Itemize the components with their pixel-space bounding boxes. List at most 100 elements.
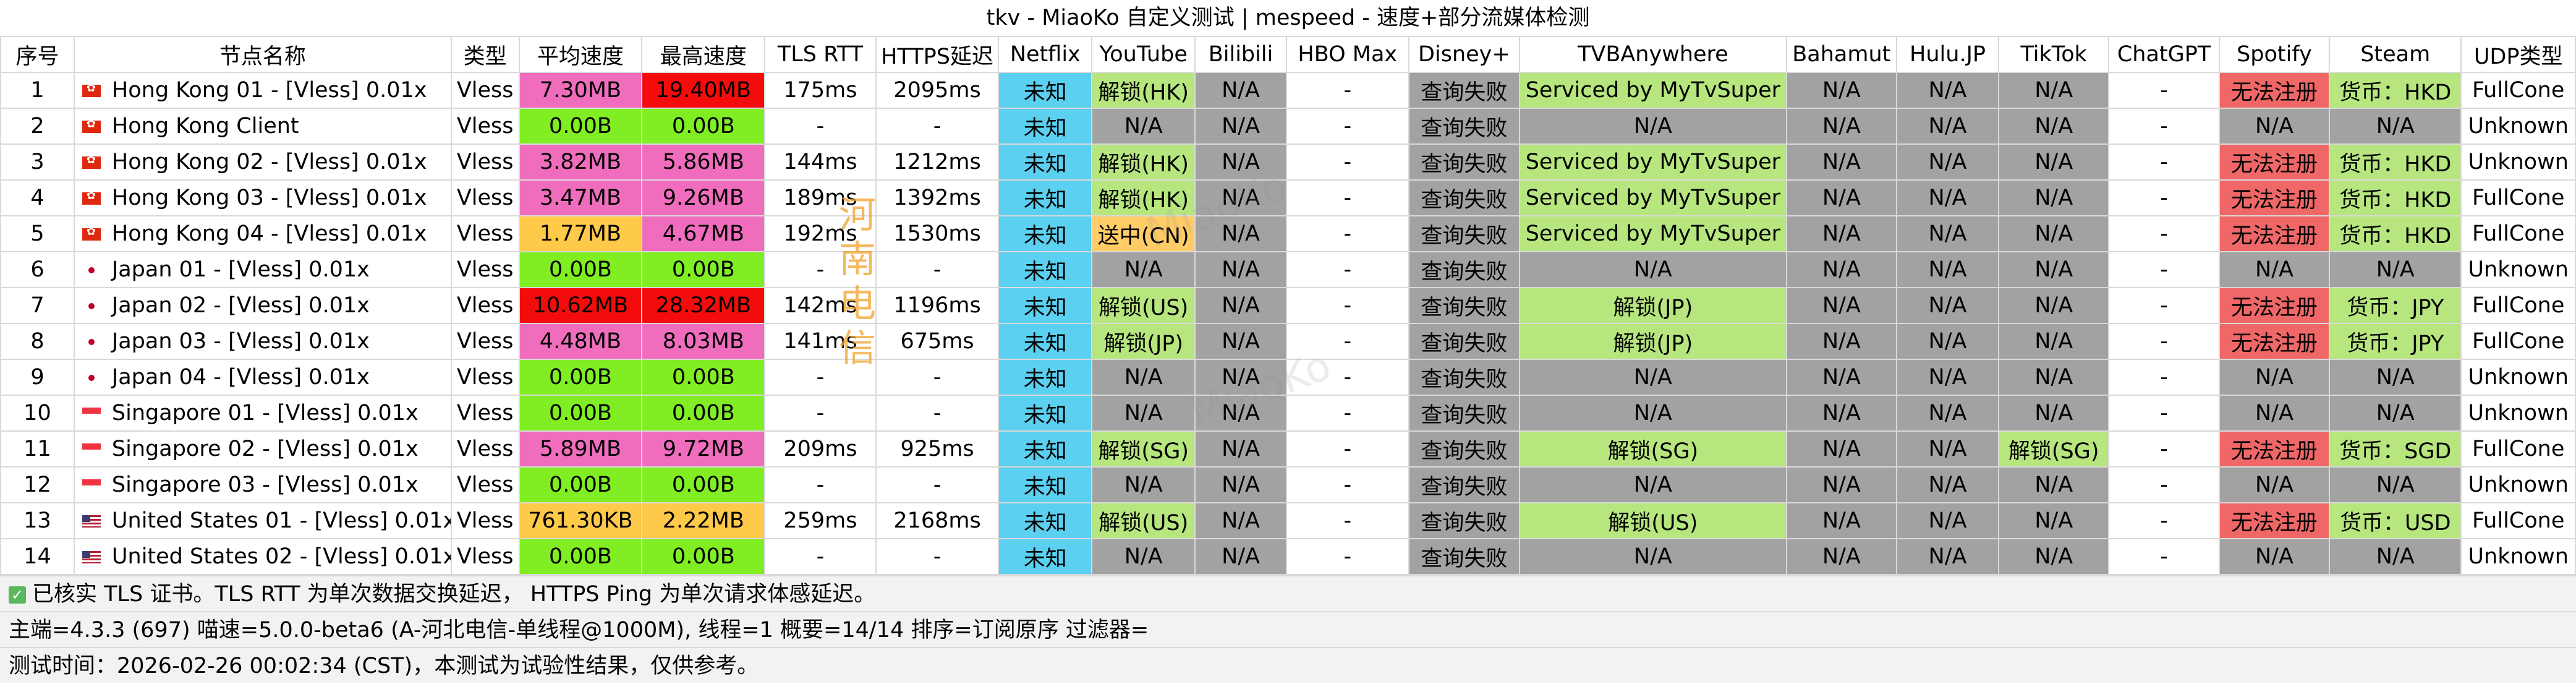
cell-node-name: Hong Kong 03 - [Vless] 0.01x [73, 179, 452, 216]
table-row: 13 United States 01 - [Vless] 0.01x Vless 7… [0, 502, 2576, 539]
cell-max-speed: 0.00B [641, 359, 766, 396]
cell-chatgpt: - [2108, 108, 2220, 145]
column-header-hulu-jp: Hulu.JP [1895, 36, 2000, 73]
cell-bilibili: N/A [1194, 359, 1287, 396]
column-header-udp-type: UDP类型 [2460, 36, 2576, 73]
cell-hbo-max: - [1285, 359, 1409, 396]
cell-disney: 查询失败 [1408, 251, 1521, 288]
cell-hbo-max: - [1285, 323, 1409, 360]
cell-spotify: 无法注册 [2218, 72, 2331, 109]
cell-netflix: 未知 [998, 108, 1093, 145]
cell-steam: 货币：SGD [2329, 430, 2462, 468]
cell-tiktok: N/A [1998, 179, 2110, 216]
table-row: 8 Japan 03 - [Vless] 0.01x Vless 4.48MB 8.03… [0, 323, 2576, 360]
cell-type: Vless [450, 466, 520, 503]
node-name-text: Japan 04 - [Vless] 0.01x [111, 365, 370, 390]
cell-chatgpt: - [2108, 395, 2220, 432]
cell-udp-type: FullCone [2460, 430, 2576, 468]
cell-node-name: Japan 01 - [Vless] 0.01x [73, 251, 452, 288]
cell-max-speed: 4.67MB [641, 215, 766, 252]
cell-tls-rtt: - [764, 466, 877, 503]
cell-node-name: Hong Kong 02 - [Vless] 0.01x [73, 143, 452, 181]
cell-hbo-max: - [1285, 179, 1409, 216]
cell-udp-type: Unknown [2460, 359, 2576, 396]
cell-https-latency: 1392ms [875, 179, 1000, 216]
cell-type: Vless [450, 251, 520, 288]
cell-youtube: 送中(CN) [1091, 215, 1196, 252]
flag-hk-icon [82, 118, 101, 133]
cell-max-speed: 0.00B [641, 251, 766, 288]
table-row: 12 Singapore 03 - [Vless] 0.01x Vless 0.00B… [0, 466, 2576, 503]
column-header-avg-speed: 平均速度 [518, 36, 643, 73]
cell-tvbanywhere: N/A [1519, 108, 1787, 145]
cell-node-name: Singapore 03 - [Vless] 0.01x [73, 466, 452, 503]
cell-youtube: 解锁(HK) [1091, 179, 1196, 216]
node-name-text: Japan 02 - [Vless] 0.01x [111, 293, 370, 318]
cell-bilibili: N/A [1194, 108, 1287, 145]
cell-tls-rtt: - [764, 359, 877, 396]
cell-type: Vless [450, 395, 520, 432]
cell-hbo-max: - [1285, 287, 1409, 324]
cell-bilibili: N/A [1194, 287, 1287, 324]
node-name-text: Singapore 01 - [Vless] 0.01x [111, 401, 419, 425]
cell-hbo-max: - [1285, 502, 1409, 539]
cell-bahamut: N/A [1785, 466, 1898, 503]
cell-node-name: United States 02 - [Vless] 0.01x [73, 538, 452, 575]
watermark-text: 河南电信 [839, 194, 876, 370]
column-header-max-speed: 最高速度 [641, 36, 766, 73]
cell-tvbanywhere: N/A [1519, 359, 1787, 396]
cell-spotify: 无法注册 [2218, 215, 2331, 252]
cell-tiktok: N/A [1998, 215, 2110, 252]
cell-avg-speed: 0.00B [518, 395, 643, 432]
cell-max-speed: 8.03MB [641, 323, 766, 360]
cell-chatgpt: - [2108, 359, 2220, 396]
cell-hbo-max: - [1285, 108, 1409, 145]
cell-bahamut: N/A [1785, 287, 1898, 324]
column-header-netflix: Netflix [998, 36, 1093, 73]
cell-tvbanywhere: N/A [1519, 251, 1787, 288]
cell-spotify: N/A [2218, 395, 2331, 432]
cell-tvbanywhere: 解锁(JP) [1519, 287, 1787, 324]
cell-https-latency: - [875, 395, 1000, 432]
cell-disney: 查询失败 [1408, 395, 1521, 432]
column-header-tiktok: TikTok [1998, 36, 2110, 73]
cell-index: 2 [0, 108, 75, 145]
cell-tls-rtt: 141ms [764, 323, 877, 360]
cell-node-name: Japan 03 - [Vless] 0.01x [73, 323, 452, 360]
cell-type: Vless [450, 359, 520, 396]
cell-type: Vless [450, 108, 520, 145]
node-name-text: Hong Kong 04 - [Vless] 0.01x [111, 221, 427, 246]
node-name-text: Hong Kong 01 - [Vless] 0.01x [111, 78, 427, 103]
flag-hk-icon [82, 153, 101, 169]
cell-steam: 货币：JPY [2329, 287, 2462, 324]
cell-bilibili: N/A [1194, 538, 1287, 575]
cell-type: Vless [450, 538, 520, 575]
cell-https-latency: 1530ms [875, 215, 1000, 252]
cell-spotify: N/A [2218, 359, 2331, 396]
cell-tvbanywhere: 解锁(JP) [1519, 323, 1787, 360]
node-name-text: Hong Kong 02 - [Vless] 0.01x [111, 150, 427, 174]
table-body: 1Hong Kong 01 - [Vless] 0.01xVless7.30MB… [0, 72, 2576, 575]
cell-bahamut: N/A [1785, 359, 1898, 396]
cell-tvbanywhere: Serviced by MyTvSuper [1519, 72, 1787, 109]
cell-steam: N/A [2329, 395, 2462, 432]
cell-netflix: 未知 [998, 466, 1093, 503]
cell-tvbanywhere: Serviced by MyTvSuper [1519, 143, 1787, 181]
cell-bahamut: N/A [1785, 72, 1898, 109]
table-row: 14 United States 02 - [Vless] 0.01x Vless 0… [0, 538, 2576, 575]
cell-avg-speed: 10.62MB [518, 287, 643, 324]
node-name-text: Hong Kong 03 - [Vless] 0.01x [111, 186, 427, 210]
cell-spotify: 无法注册 [2218, 143, 2331, 181]
cell-node-name: Singapore 01 - [Vless] 0.01x [73, 395, 452, 432]
cell-netflix: 未知 [998, 143, 1093, 181]
node-name-text: United States 01 - [Vless] 0.01x [111, 508, 451, 533]
cell-spotify: 无法注册 [2218, 323, 2331, 360]
cell-node-name: Japan 04 - [Vless] 0.01x [73, 359, 452, 396]
result-table: 序号 节点名称 类型 平均速度 最高速度 TLS RTT HTTPS延迟 Netflix You… [0, 36, 2576, 575]
cell-tls-rtt: - [764, 395, 877, 432]
cell-steam: N/A [2329, 466, 2462, 503]
cell-bahamut: N/A [1785, 108, 1898, 145]
cell-udp-type: FullCone [2460, 215, 2576, 252]
column-header-https-latency: HTTPS延迟 [875, 36, 1000, 73]
cell-youtube: N/A [1091, 466, 1196, 503]
